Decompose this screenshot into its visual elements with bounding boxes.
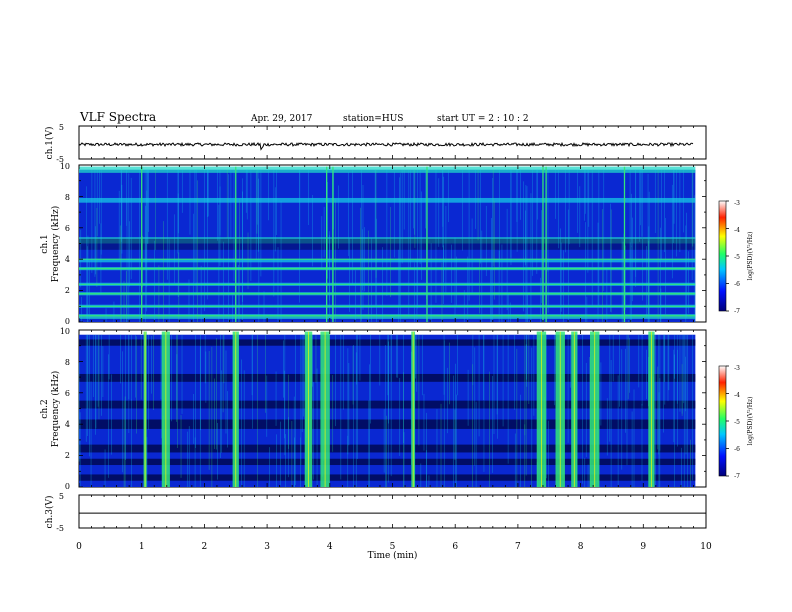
ch2-spectrogram-image — [78, 331, 696, 487]
spectrogram-dark-band — [79, 458, 696, 466]
x-tick-label: 6 — [452, 542, 458, 552]
ch1-spec-ylabel-top: ch.1 — [40, 234, 50, 253]
ch1-freq-tick-4: 4 — [65, 255, 70, 264]
station-label: station=HUS — [343, 114, 404, 124]
ch1-colorbar — [718, 200, 727, 312]
ch2-cb-tick-m6: -6 — [734, 446, 740, 453]
spectrogram-band — [79, 314, 696, 319]
ch2-colorbar-label: log(PSD)(V²/Hz) — [747, 397, 754, 446]
x-tick-label: 9 — [640, 542, 646, 552]
x-tick-label: 8 — [578, 542, 584, 552]
x-axis-label: Time (min) — [368, 550, 418, 561]
ch1-freq-tick-0: 0 — [65, 317, 70, 326]
ch2-cb-tick-m3: -3 — [734, 365, 740, 372]
ch1-waveform-trace — [78, 141, 694, 151]
ch1-ytick-bottom: -5 — [56, 155, 64, 164]
start-time-label: start UT = 2 : 10 : 2 — [437, 114, 529, 124]
ch1-colorbar-label: log(PSD)(V²/Hz) — [747, 232, 754, 281]
ch2-freq-tick-10: 10 — [60, 327, 70, 336]
x-tick-label: 10 — [700, 542, 712, 552]
x-tick-label: 4 — [327, 542, 333, 552]
ch1-spectrogram-panel: 0 2 4 6 8 10 ch.1 Frequency (kHz) -3 -4 … — [40, 162, 754, 326]
spectrogram-dark-band — [79, 373, 696, 382]
ch2-freq-tick-6: 6 — [65, 389, 70, 398]
ch1-cb-tick-m4: -4 — [734, 227, 740, 234]
ch1-freq-tick-6: 6 — [65, 224, 70, 233]
x-axis: 0 1 2 3 4 5 6 7 8 9 10 Time (min) — [76, 542, 712, 561]
ch3-ytick-bottom: -5 — [56, 524, 64, 533]
x-tick-label: 7 — [515, 542, 521, 552]
ch1-freq-tick-2: 2 — [65, 286, 70, 295]
ch2-cb-tick-m7: -7 — [734, 473, 740, 480]
x-tick-label: 5 — [390, 542, 396, 552]
ch1-freq-tick-8: 8 — [65, 193, 70, 202]
spectrogram-band — [79, 259, 696, 263]
ch2-freq-tick-0: 0 — [65, 482, 70, 491]
spectrogram-dark-band — [79, 238, 696, 250]
ch2-freq-tick-4: 4 — [65, 420, 70, 429]
spectrogram-dark-band — [79, 474, 696, 481]
ch1-cb-tick-m5: -5 — [734, 254, 740, 261]
ch3-ylabel: ch.3(V) — [44, 496, 55, 529]
ch1-cb-tick-m3: -3 — [734, 200, 740, 207]
ch1-ylabel: ch.1(V) — [44, 127, 55, 160]
ch2-freq-tick-8: 8 — [65, 358, 70, 367]
ch2-spec-ylabel-top: ch.2 — [40, 399, 50, 418]
x-tick-label: 0 — [76, 542, 82, 552]
x-tick-label: 3 — [264, 542, 270, 552]
ch3-waveform-panel: 5 -5 ch.3(V) — [44, 492, 707, 533]
spectrogram-dark-band — [79, 400, 696, 409]
ch1-cb-tick-m6: -6 — [734, 281, 740, 288]
figure-title: VLF Spectra — [80, 110, 157, 124]
ch1-cb-tick-m7: -7 — [734, 308, 740, 315]
spectrogram-band — [79, 197, 696, 203]
x-tick-label: 1 — [139, 542, 145, 552]
ch1-waveform-panel: 5 -5 ch.1(V) — [44, 123, 707, 164]
ch2-colorbar — [718, 365, 727, 477]
ch2-cb-tick-m5: -5 — [734, 419, 740, 426]
ch1-spec-ylabel: Frequency (kHz) — [50, 206, 61, 283]
ch1-freq-tick-10: 10 — [60, 162, 70, 171]
spectrogram-dark-band — [79, 444, 696, 453]
ch1-ytick-top: 5 — [59, 123, 64, 132]
ch2-cb-tick-m4: -4 — [734, 392, 740, 399]
spectrogram-band — [79, 166, 696, 173]
ch2-spec-ylabel: Frequency (kHz) — [50, 371, 61, 448]
spectrogram-dark-band — [79, 419, 696, 429]
ch1-spectrogram-image — [79, 166, 696, 322]
ch2-freq-tick-2: 2 — [65, 451, 70, 460]
x-tick-label: 2 — [202, 542, 208, 552]
ch3-ytick-top: 5 — [59, 492, 64, 501]
ch2-spectrogram-panel: 0 2 4 6 8 10 ch.2 Frequency (kHz) -3 -4 … — [40, 327, 754, 491]
date-label: Apr. 29, 2017 — [251, 114, 313, 124]
spectrogram-dark-band — [79, 339, 696, 346]
